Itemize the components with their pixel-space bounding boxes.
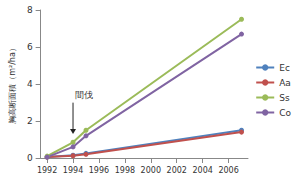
svg-text:Ss: Ss — [279, 93, 290, 103]
svg-text:Ec: Ec — [279, 63, 290, 73]
svg-text:1996: 1996 — [89, 166, 109, 175]
svg-text:間伐: 間伐 — [75, 90, 93, 100]
svg-text:2004: 2004 — [192, 166, 212, 175]
svg-text:2: 2 — [27, 116, 33, 126]
svg-text:Co: Co — [279, 108, 291, 118]
svg-text:0: 0 — [27, 153, 33, 163]
svg-text:8: 8 — [27, 5, 33, 15]
svg-text:1998: 1998 — [115, 166, 135, 175]
svg-text:4: 4 — [27, 79, 33, 89]
svg-text:1994: 1994 — [63, 166, 83, 175]
svg-text:6: 6 — [27, 42, 33, 52]
svg-text:Aa: Aa — [279, 78, 291, 88]
svg-text:2002: 2002 — [167, 166, 187, 175]
svg-text:2006: 2006 — [218, 166, 238, 175]
svg-text:1992: 1992 — [37, 166, 57, 175]
svg-text:2000: 2000 — [141, 166, 161, 175]
svg-text:胸高断面積（m²/ha）: 胸高断面積（m²/ha） — [8, 44, 17, 124]
